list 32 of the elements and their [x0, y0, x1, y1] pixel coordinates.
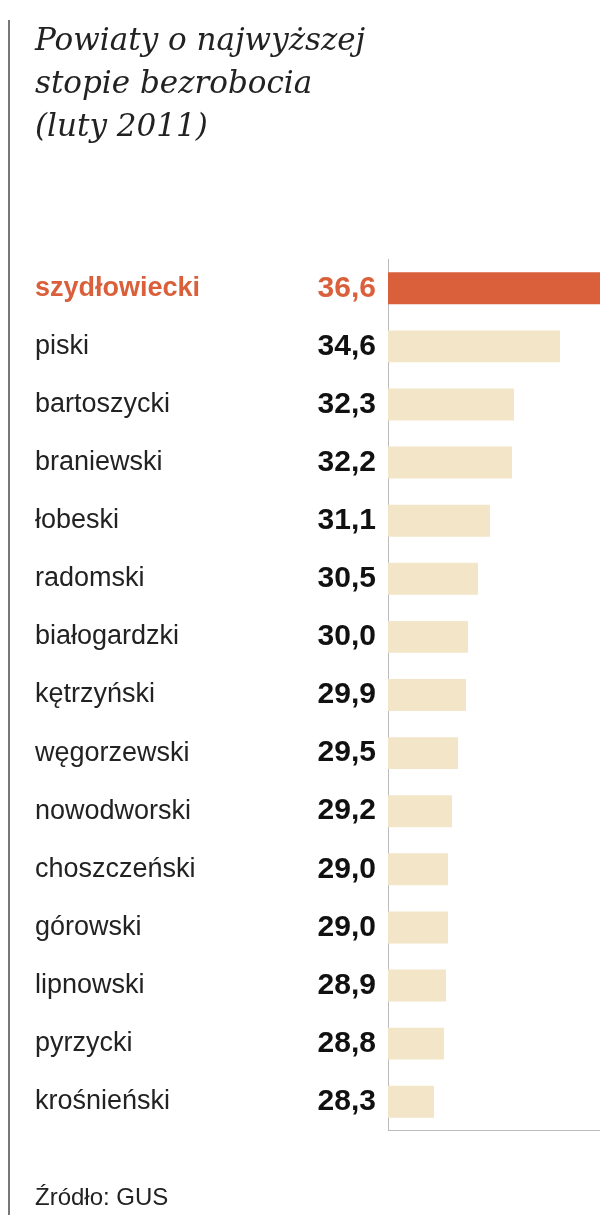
data-label: 28,9 — [317, 966, 376, 1000]
data-label: 30,5 — [317, 560, 376, 594]
data-label: 32,3 — [317, 385, 376, 419]
data-label: 36,6 — [317, 269, 376, 303]
data-label: 28,3 — [317, 1083, 376, 1117]
y-tick-label: łobeski — [35, 504, 120, 535]
y-tick-label: bartoszycki — [35, 387, 171, 418]
y-tick-label: choszczeński — [35, 852, 196, 883]
y-tick-label: pyrzycki — [35, 1027, 133, 1058]
y-tick-label: nowodworski — [35, 794, 192, 825]
data-label: 32,2 — [317, 443, 376, 477]
y-tick-label: węgorzewski — [34, 736, 190, 767]
y-tick-label: górowski — [35, 910, 142, 941]
data-label: 30,0 — [317, 618, 376, 652]
data-label: 31,1 — [317, 501, 376, 535]
y-tick-label: białogardzki — [35, 620, 180, 651]
y-tick-label: kętrzyński — [35, 678, 156, 709]
y-tick-label: radomski — [35, 562, 145, 593]
data-label: 29,0 — [317, 908, 376, 942]
data-label: 29,2 — [317, 792, 376, 826]
y-tick-label: krośnieński — [35, 1085, 171, 1116]
data-label: 34,6 — [317, 327, 376, 361]
data-label: 29,0 — [317, 850, 376, 884]
text: Źródło: GUS — [35, 1183, 169, 1211]
y-tick-label: szydłowiecki — [35, 271, 201, 302]
y-tick-label: lipnowski — [35, 968, 145, 999]
y-tick-label: piski — [35, 329, 90, 360]
y-tick-label: braniewski — [35, 446, 163, 477]
chart-title: Powiaty o najwyższej stopie bezrobocia (luty 2011) — [35, 20, 367, 145]
data-label: 29,5 — [317, 734, 376, 768]
data-label: 28,8 — [317, 1024, 376, 1058]
data-label: 29,9 — [317, 676, 376, 710]
